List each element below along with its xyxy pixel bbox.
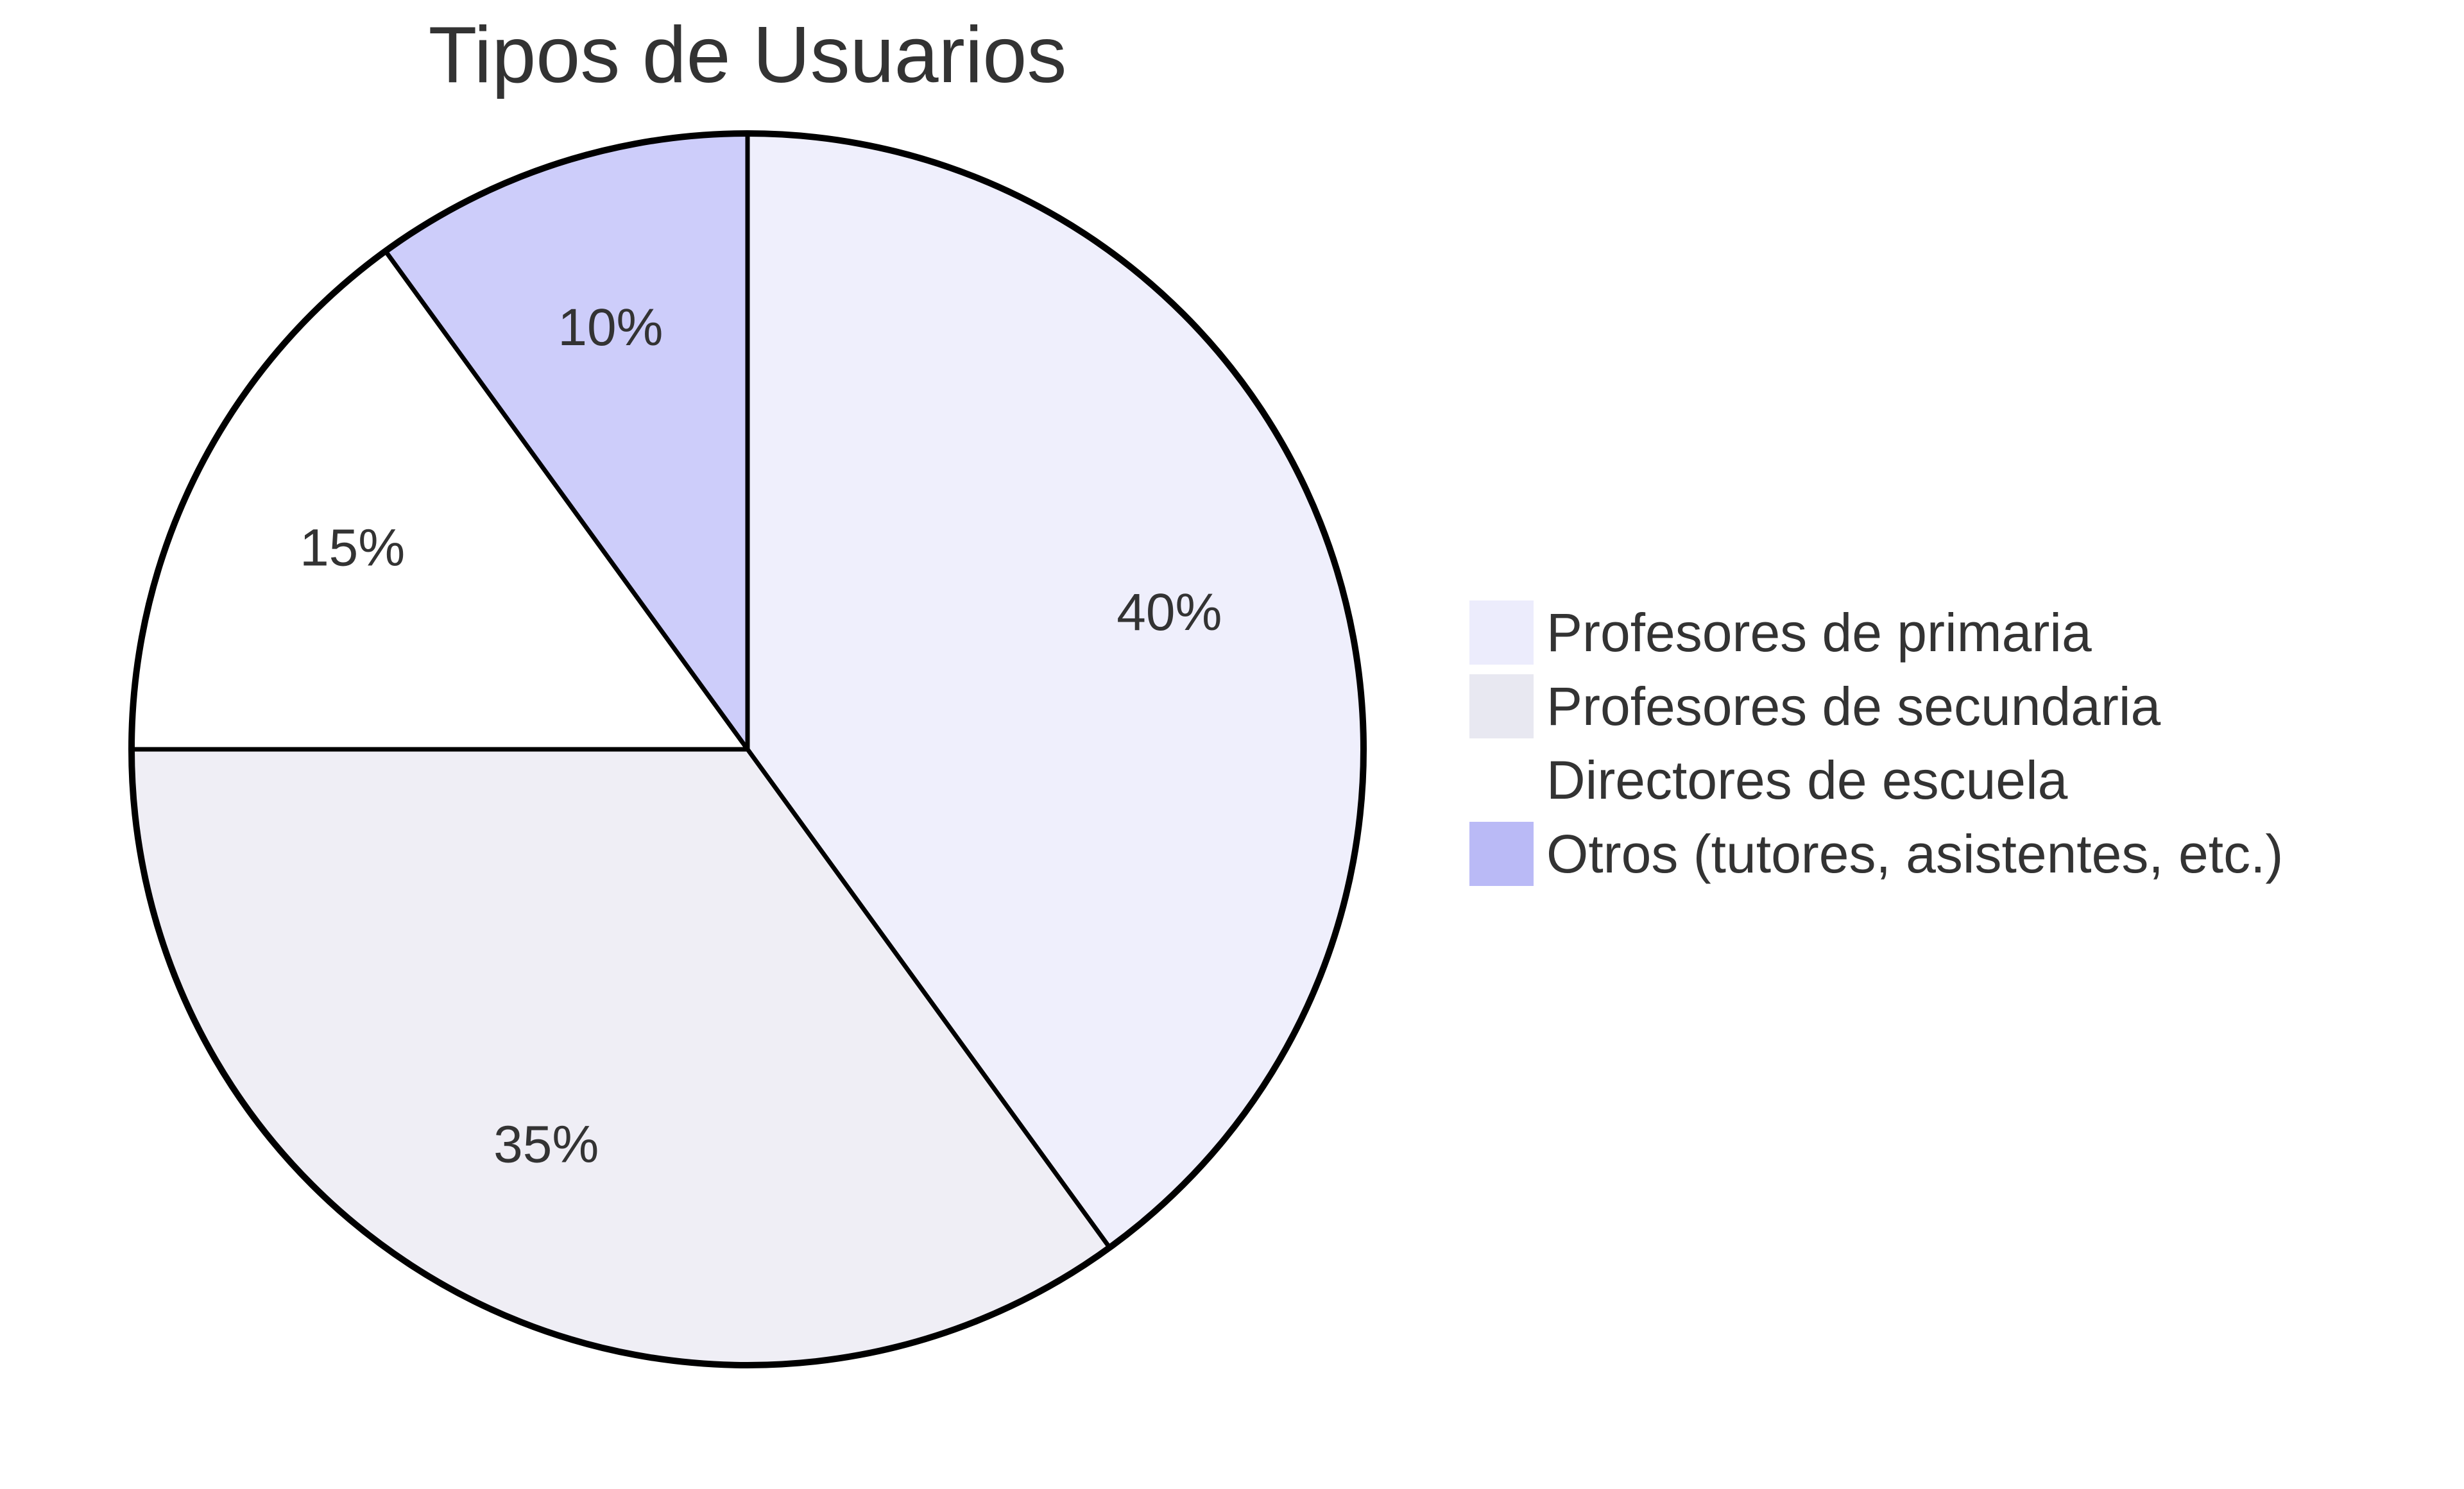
legend-label-profesores-de-primaria: Profesores de primaria: [1546, 602, 2092, 663]
slice-labels: 40% 35% 15% 10%: [300, 298, 1222, 1173]
legend-label-otros-tutores-asistentes-etc: Otros (tutores, asistentes, etc.): [1546, 824, 2283, 884]
legend-swatch-otros-tutores-asistentes-etc: [1469, 822, 1534, 886]
slice-label-profesores-de-secundaria: 35%: [493, 1115, 599, 1173]
legend-swatch-profesores-de-secundaria: [1469, 674, 1534, 738]
slice-label-profesores-de-primaria: 40%: [1116, 583, 1222, 642]
legend-label-profesores-de-secundaria: Profesores de secundaria: [1546, 676, 2161, 736]
slice-label-directores-de-escuela: 15%: [300, 519, 405, 577]
chart-title: Tipos de Usuarios: [429, 11, 1067, 99]
legend-swatch-directores-de-escuela: [1469, 748, 1534, 812]
pie-outline: [128, 130, 1367, 1368]
pie-slices: [129, 131, 1366, 1368]
slice-label-otros-tutores-asistentes-etc: 10%: [558, 298, 663, 357]
legend-label-directores-de-escuela: Directores de escuela: [1546, 750, 2068, 810]
legend: Profesores de primaria Profesores de secu…: [1469, 600, 2283, 886]
legend-swatch-profesores-de-primaria: [1469, 600, 1534, 665]
